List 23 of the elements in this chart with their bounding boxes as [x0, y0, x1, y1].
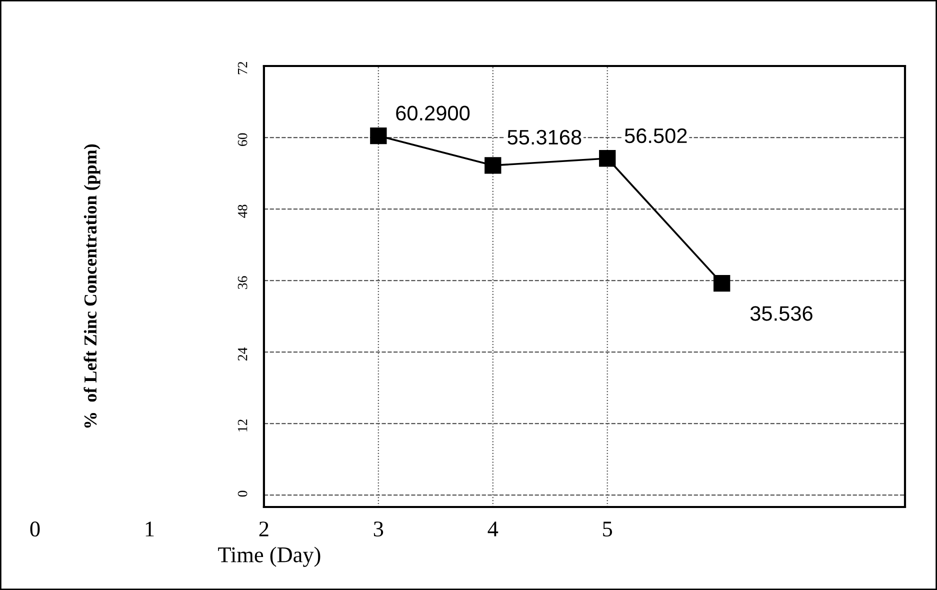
y-tick-label: 36: [238, 276, 248, 289]
y-axis-title: % of Left Zinc Concentration (ppm): [84, 144, 100, 428]
y-tick-label: 0: [238, 490, 248, 497]
point: [714, 274, 730, 292]
x-tick-label: 3: [374, 522, 384, 537]
y-tick-label: 24: [238, 347, 248, 361]
y-tick-label: 12: [238, 420, 248, 432]
data-label: 60.2900: [396, 106, 470, 121]
data-label: 56.502: [624, 128, 687, 144]
data-label: 55.3168: [508, 130, 582, 145]
x-tick-label: 4: [488, 522, 498, 536]
x-tick-label: 1: [146, 522, 154, 536]
data-label: 35.536: [750, 306, 812, 321]
y-tick-label: 72: [238, 62, 248, 74]
point: [484, 157, 502, 174]
point: [599, 150, 616, 167]
x-tick-label: 5: [603, 522, 612, 537]
x-tick-label: 2: [259, 522, 268, 536]
x-axis-title: Time (Day): [218, 546, 320, 567]
y-tick-label: 48: [238, 204, 248, 218]
point: [370, 127, 387, 144]
x-tick-label: 0: [30, 522, 40, 537]
y-tick-label: 60: [238, 133, 248, 146]
